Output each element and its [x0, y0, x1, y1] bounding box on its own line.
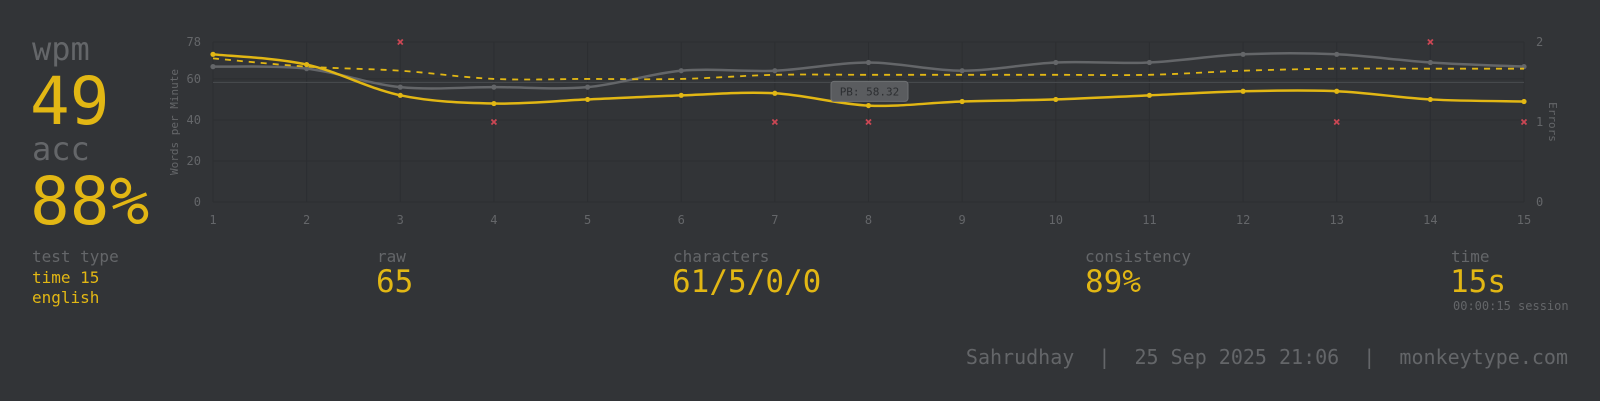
test-type-label: test type [32, 247, 119, 266]
error-marker [865, 118, 872, 126]
series-point [772, 68, 778, 74]
series-point [584, 84, 591, 90]
series-point [772, 90, 778, 96]
error-marker [397, 38, 404, 46]
series-point [1427, 96, 1433, 103]
wpm-value: 49 [30, 63, 110, 140]
error-marker [1427, 38, 1434, 46]
series-point [210, 64, 216, 70]
series-point [678, 92, 684, 98]
pb-label: PB: 58.32 [840, 85, 900, 98]
x-tick-label: 11 [1142, 213, 1156, 227]
series-point [584, 96, 591, 103]
x-tick-label: 7 [771, 213, 778, 227]
y-tick-label: 0 [194, 195, 201, 209]
consistency-label: consistency [1085, 247, 1191, 266]
series-point [397, 92, 403, 98]
x-tick-label: 9 [959, 213, 966, 227]
footer: Sahrudhay | 25 Sep 2025 21:06 | monkeyty… [965, 345, 1568, 369]
series-point [304, 66, 310, 72]
series-point [959, 68, 965, 74]
raw-label: raw [377, 247, 406, 266]
x-tick-label: 5 [584, 213, 591, 227]
series-point [678, 68, 684, 74]
error-marker [1333, 118, 1340, 126]
time-value: 15s [1450, 264, 1506, 300]
series-point [1240, 88, 1246, 94]
x-tick-label: 13 [1329, 213, 1343, 227]
acc-label: acc [32, 130, 90, 168]
y2-tick-label: 1 [1536, 115, 1543, 129]
series-point [865, 102, 872, 109]
series-point [1334, 51, 1340, 57]
x-tick-label: 10 [1049, 213, 1063, 227]
average-series-line [212, 57, 1524, 81]
error-marker [771, 118, 778, 126]
x-tick-label: 1 [209, 213, 216, 227]
characters-label: characters [673, 247, 770, 266]
y-tick-label: 40 [187, 113, 201, 127]
series-point [1521, 98, 1527, 105]
footer-site: monkeytype.com [1399, 345, 1568, 369]
series-point [491, 84, 497, 90]
y2-axis-title: Errors [1546, 102, 1559, 142]
series-point [1334, 88, 1340, 94]
footer-date: 25 Sep 2025 21:06 [1134, 345, 1340, 369]
series-point [1146, 59, 1153, 66]
raw-value: 65 [376, 264, 414, 300]
error-marker [490, 118, 498, 126]
series-point [1427, 59, 1433, 66]
consistency-value: 89% [1085, 264, 1141, 300]
series-point [304, 61, 310, 68]
series-point [1240, 51, 1246, 57]
x-tick-label: 4 [490, 213, 497, 227]
series-point [865, 59, 872, 66]
series-point [959, 98, 965, 105]
test-type-mode: time 15 [32, 268, 100, 287]
series-point [1146, 92, 1153, 98]
x-tick-label: 15 [1517, 213, 1531, 227]
y2-tick-label: 2 [1536, 35, 1543, 49]
x-tick-label: 14 [1423, 213, 1437, 227]
acc-value: 88% [30, 163, 150, 240]
y2-tick-label: 0 [1536, 195, 1543, 209]
pb-label-box [830, 80, 909, 102]
wpm-label: wpm [32, 30, 90, 68]
y-axis-title: Words per Minute [168, 69, 181, 175]
series-point [397, 84, 403, 90]
x-tick-label: 6 [678, 213, 685, 227]
x-tick-label: 8 [865, 213, 872, 227]
test-type-language: english [32, 288, 100, 307]
x-tick-label: 2 [303, 213, 310, 227]
time-label: time [1451, 247, 1490, 266]
x-tick-label: 3 [397, 213, 404, 227]
series-point [491, 100, 497, 107]
time-session: 00:00:15 session [1453, 299, 1569, 313]
series-point [1053, 59, 1059, 66]
series-point [1053, 96, 1059, 103]
y-tick-label: 60 [187, 72, 201, 86]
error-marker [1520, 118, 1528, 126]
series-point [210, 51, 216, 57]
x-tick-label: 12 [1236, 213, 1250, 227]
footer-user: Sahrudhay [965, 345, 1075, 369]
y-tick-label: 78 [187, 35, 201, 49]
y-tick-label: 20 [187, 154, 201, 168]
characters-value: 61/5/0/0 [672, 264, 822, 300]
